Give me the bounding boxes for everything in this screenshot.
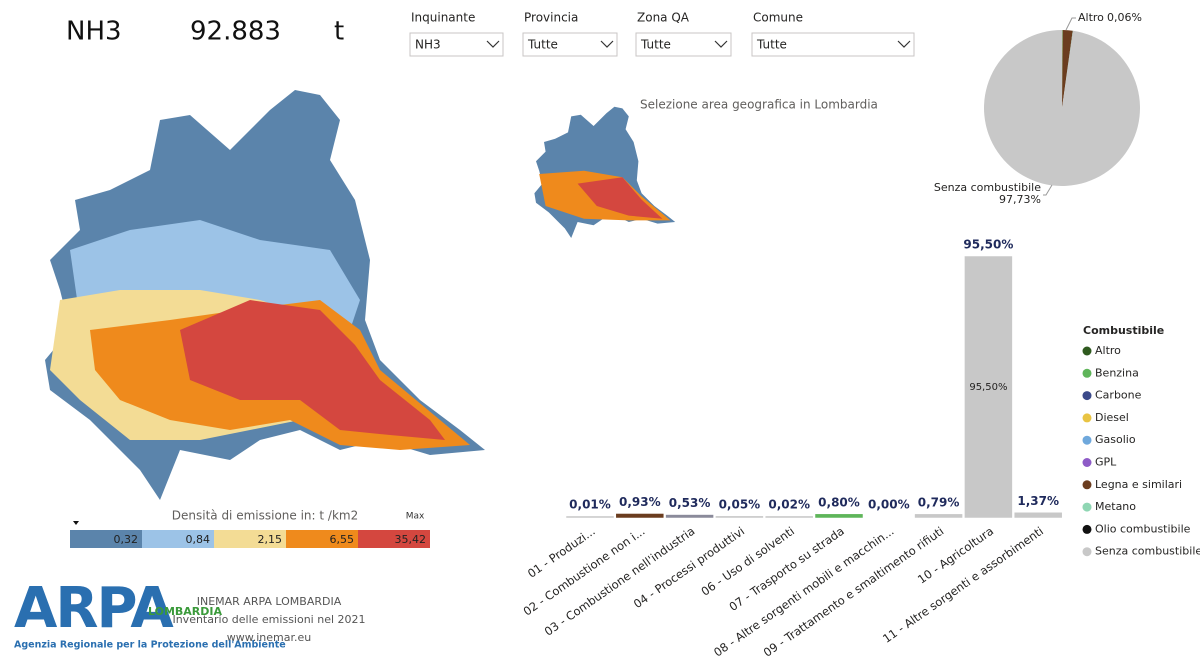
legend-marker	[1083, 391, 1092, 400]
legend-marker	[1083, 503, 1092, 512]
filter-label: Comune	[753, 11, 803, 25]
pie-slice	[984, 30, 1140, 186]
bar-value-label: 1,37%	[1017, 494, 1059, 508]
mini-map	[534, 107, 675, 238]
bar-inner-label: 95,50%	[969, 382, 1007, 393]
mini-map-caption: Selezione area geografica in Lombardia	[640, 98, 878, 112]
filter-label: Inquinante	[411, 11, 475, 25]
bar-value-label: 95,50%	[963, 238, 1013, 252]
legend-label: Olio combustibile	[1095, 522, 1191, 535]
bar-value-label: 0,93%	[619, 495, 661, 509]
pie-label: 0,06%	[1107, 11, 1142, 24]
map-legend-title: Densità di emissione in: t /km2	[172, 509, 358, 523]
legend-label: Senza combustibile	[1095, 545, 1200, 558]
bar-value-label: 0,80%	[818, 495, 860, 509]
legend-arrow	[73, 521, 79, 525]
logo-region: LOMBARDIA	[148, 605, 223, 618]
legend-label: GPL	[1095, 456, 1117, 469]
pie-label: 97,73%	[999, 193, 1041, 206]
leader	[1066, 18, 1076, 30]
filter-value: Tutte	[756, 38, 787, 52]
bar	[916, 515, 962, 517]
legend-class-label: 35,42	[395, 533, 427, 546]
bar	[617, 514, 663, 517]
legend-marker	[1083, 347, 1092, 356]
x-tick-label: 08 - Altre sorgenti mobili e macchin...	[711, 524, 896, 656]
legend-label: Legna e similari	[1095, 478, 1182, 491]
legend-label: Diesel	[1095, 411, 1129, 424]
legend-marker	[1083, 369, 1092, 378]
bar-value-label: 0,02%	[768, 497, 810, 511]
filter-value: NH3	[415, 38, 441, 52]
unit: t	[334, 17, 344, 47]
legend-marker	[1083, 458, 1092, 467]
legend-label: Benzina	[1095, 366, 1139, 379]
legend-marker	[1083, 436, 1092, 445]
filter-value: Tutte	[640, 38, 671, 52]
bar	[1015, 513, 1061, 517]
legend-class-label: 0,32	[114, 533, 139, 546]
legend-label: Metano	[1095, 500, 1136, 513]
legend-marker	[1083, 525, 1092, 534]
big-map	[45, 90, 485, 500]
bar-value-label: 0,01%	[569, 497, 611, 511]
legend-class-label: 0,84	[186, 533, 211, 546]
legend-label: Carbone	[1095, 389, 1142, 402]
bar	[667, 516, 713, 517]
legend-label: Altro	[1095, 344, 1121, 357]
logo-tagline: Agenzia Regionale per la Protezione dell…	[14, 640, 286, 651]
filter-label: Provincia	[524, 11, 578, 25]
leader	[1043, 185, 1052, 195]
bar-value-label: 0,05%	[719, 497, 761, 511]
map-legend-max: Max	[406, 512, 425, 522]
legend-class-label: 6,55	[330, 533, 355, 546]
legend-label: Gasolio	[1095, 433, 1136, 446]
bar-value-label: 0,53%	[669, 496, 711, 510]
pollutant: NH3	[66, 17, 122, 47]
pie-label: Altro	[1078, 11, 1104, 24]
legend-class-label: 2,15	[258, 533, 283, 546]
filter-label: Zona QA	[637, 11, 690, 25]
filter-value: Tutte	[527, 38, 558, 52]
x-tick-label: 09 - Trattamento e smaltimento rifiuti	[761, 524, 947, 656]
legend-marker	[1083, 480, 1092, 489]
bar-value-label: 0,00%	[868, 498, 910, 512]
legend-marker	[1083, 413, 1092, 422]
legend-title: Combustibile	[1083, 324, 1164, 337]
bar	[816, 515, 862, 517]
bar-value-label: 0,79%	[918, 495, 960, 509]
legend-marker	[1083, 547, 1092, 556]
total: 92.883	[190, 17, 281, 47]
